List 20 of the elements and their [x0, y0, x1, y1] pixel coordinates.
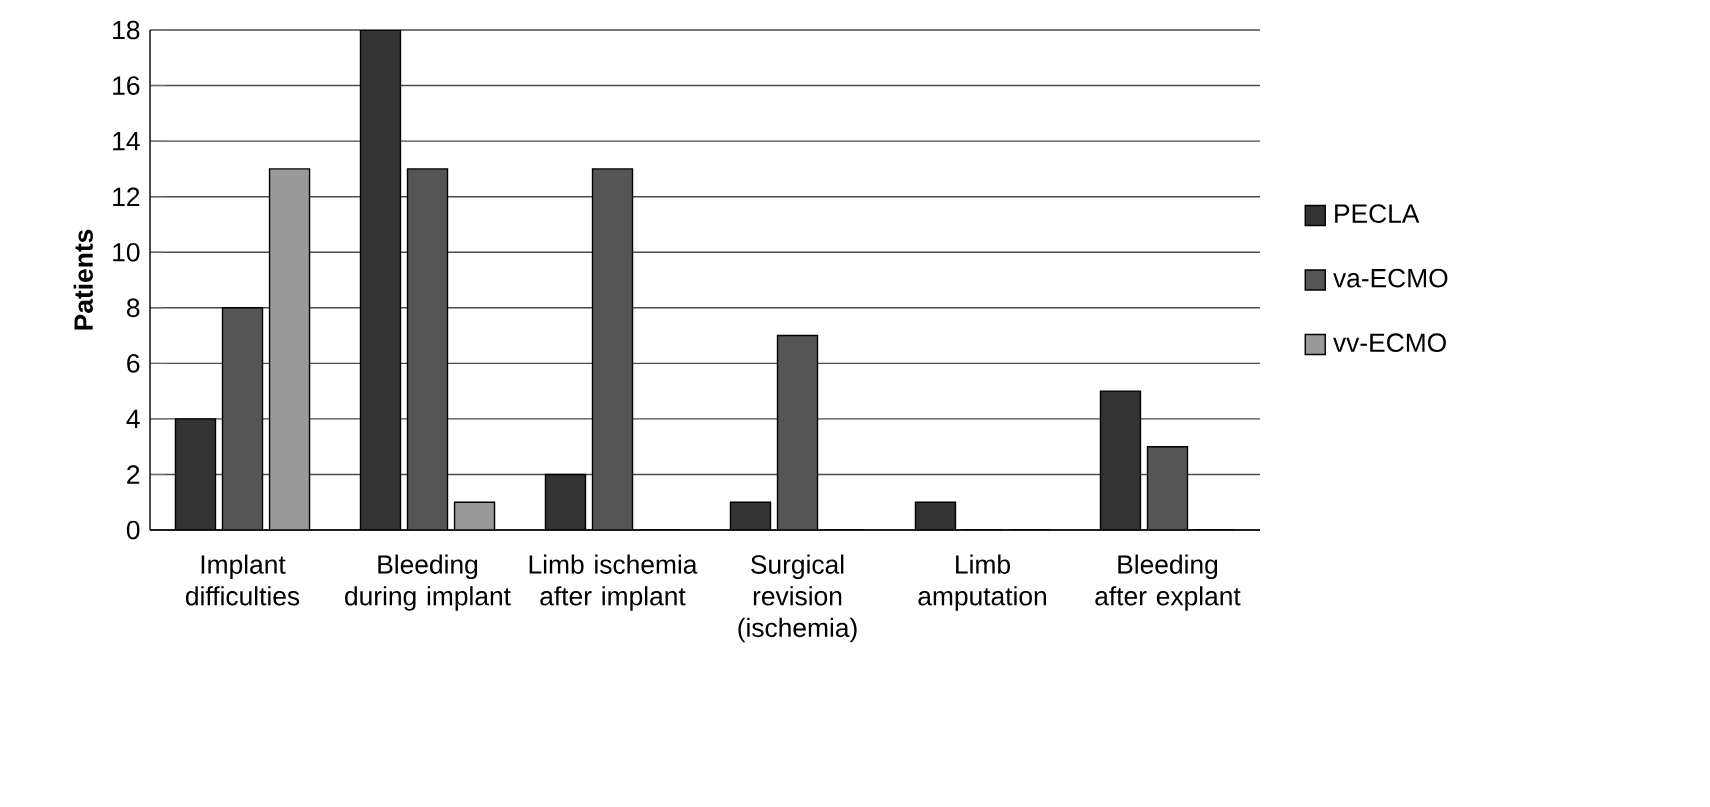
- y-tick-label: 12: [113, 187, 140, 206]
- y-tick-label: 14: [113, 132, 140, 151]
- y-tick-label: 4: [126, 409, 140, 428]
- x-tick-label: Surgical revision (ischemia): [738, 554, 857, 643]
- legend-label: va-ECMO: [1333, 268, 1448, 288]
- x-tick-label: Bleeding after explant: [1095, 554, 1241, 611]
- y-tick-label: 16: [113, 76, 140, 95]
- y-tick-label: 18: [113, 20, 140, 40]
- y-tick-label: 2: [127, 465, 140, 484]
- x-tick-label: Limb ischemia after implant: [529, 554, 698, 611]
- y-tick-label: 8: [127, 298, 140, 318]
- y-axis-title: Patients: [73, 229, 93, 330]
- y-tick-label: 6: [127, 354, 140, 373]
- x-tick-label: Bleeding during implant: [345, 554, 511, 611]
- x-tick-label: Limb amputation: [918, 554, 1046, 611]
- x-tick-label: Implant difficulties: [185, 554, 300, 606]
- legend-label: PECLA: [1335, 204, 1420, 223]
- y-tick-label: 0: [126, 520, 140, 540]
- legend-label: vv-ECMO: [1333, 333, 1446, 353]
- y-tick-label: 10: [113, 242, 140, 262]
